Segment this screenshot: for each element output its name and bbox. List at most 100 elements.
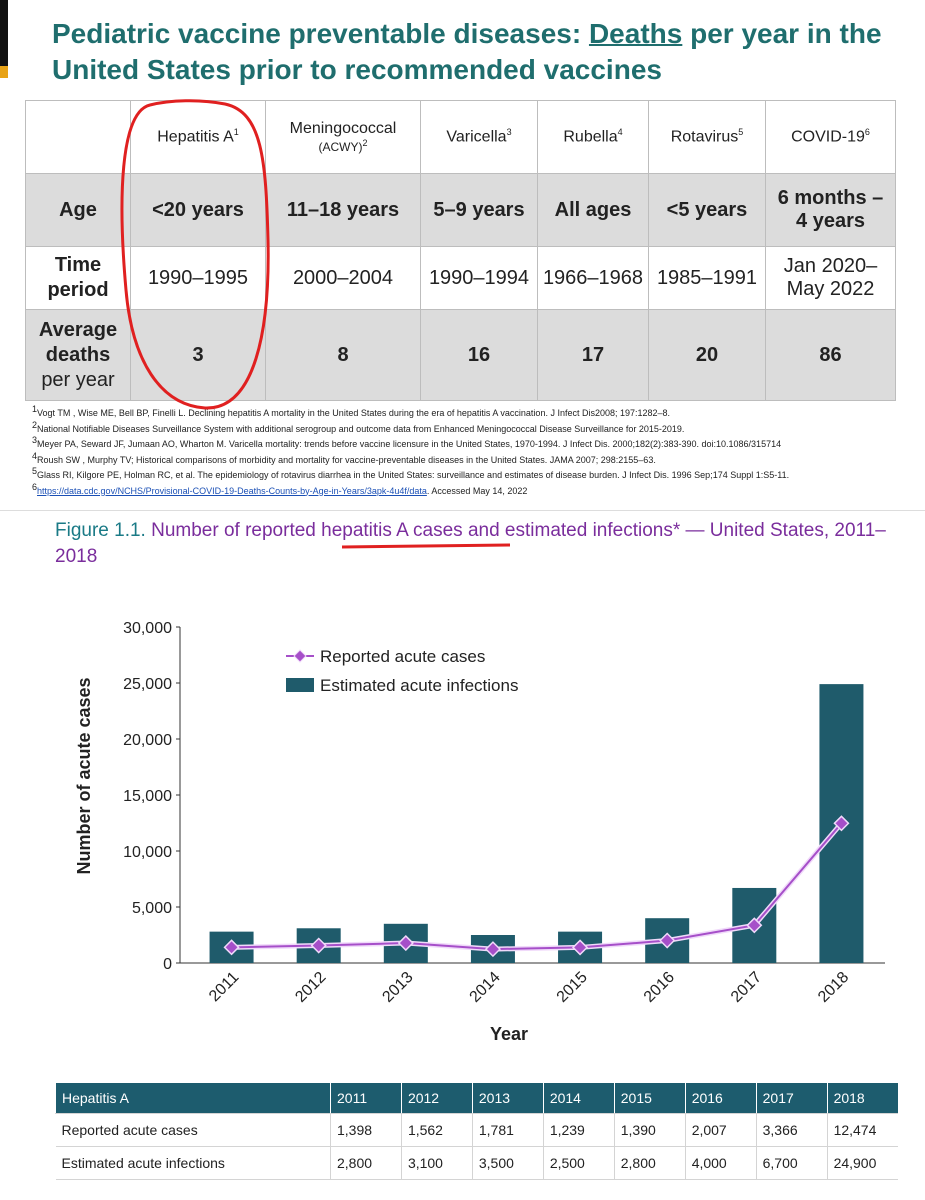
footnote-mark: 1 — [32, 404, 38, 414]
figure-label: Figure 1.1. — [55, 520, 146, 541]
corner-strip — [0, 0, 8, 66]
slide-title: Pediatric vaccine preventable diseases: … — [52, 16, 892, 88]
x-tick-label: 2016 — [641, 969, 678, 1006]
table-cell: 20 — [648, 309, 766, 401]
x-tick-label: 2014 — [467, 969, 504, 1006]
footnote: 5Glass RI, Kilgore PE, Holman RC, et al.… — [32, 466, 892, 482]
header-cell: 2015 — [613, 1083, 686, 1114]
column-sub-text: (ACWY) — [318, 140, 363, 154]
bar — [819, 684, 864, 963]
table-cell: 2,800 — [330, 1146, 402, 1180]
y-tick-label: 30,000 — [123, 620, 172, 637]
table-cell: 1,781 — [471, 1113, 544, 1147]
marker — [484, 941, 501, 958]
footnote-ref: 3 — [506, 127, 512, 138]
column-header: Rotavirus5 — [648, 100, 766, 174]
x-tick-label: 2018 — [815, 969, 852, 1006]
title-underlined: Deaths — [588, 18, 683, 49]
row-label: Age — [25, 173, 131, 247]
bar — [732, 887, 777, 963]
footnote-text: Vogt TM , Wise ME, Bell BP, Finelli L. D… — [37, 408, 671, 418]
column-sub: (ACWY)2 — [270, 138, 416, 154]
footnote: 2National Notifiable Diseases Surveillan… — [32, 420, 892, 436]
bar — [470, 935, 515, 963]
corner-cell — [25, 100, 131, 174]
x-tick-label: 2012 — [292, 969, 329, 1006]
table-cell: 6,700 — [755, 1146, 828, 1180]
figure-caption: Figure 1.1. Number of reported hepatitis… — [55, 518, 915, 570]
table-row: Reported acute cases 1,398 1,562 1,781 1,239… — [55, 1113, 898, 1147]
marker — [746, 917, 763, 934]
x-tick-label: 2015 — [554, 969, 591, 1006]
footnote-mark: 3 — [32, 435, 38, 445]
table-cell: 1985–1991 — [648, 246, 766, 310]
footnote-ref: 1 — [233, 127, 239, 138]
header-row: Hepatitis A1 Meningococcal (ACWY)2 Varicell… — [25, 100, 896, 174]
table-cell: 6 months – 4 years — [765, 173, 896, 247]
title-text: per year in the United States prior to r… — [52, 18, 882, 85]
footnote: 4Roush SW , Murphy TV; Historical compar… — [32, 451, 892, 467]
table-cell: 12,474 — [826, 1113, 898, 1147]
footnote-ref: 5 — [738, 127, 744, 138]
header-cell: 2018 — [826, 1083, 898, 1114]
corner-accent — [0, 66, 8, 78]
footnote: 1Vogt TM , Wise ME, Bell BP, Finelli L. … — [32, 404, 892, 420]
footnote-text: National Notifiable Diseases Surveillanc… — [37, 423, 685, 434]
footnote-ref: 2 — [362, 138, 368, 148]
column-name: Rubella — [563, 128, 618, 146]
marker — [397, 934, 414, 952]
marker — [572, 939, 589, 956]
footnote-ref: 4 — [617, 127, 623, 138]
y-tick-label: 15,000 — [123, 788, 172, 805]
header-cell: 2011 — [330, 1083, 402, 1114]
table-cell: <5 years — [648, 173, 766, 247]
row-label-extra: per year — [41, 368, 115, 391]
row-label-text: Time period — [47, 254, 109, 301]
column-name: Hepatitis A — [157, 128, 234, 146]
title-text: Pediatric vaccine preventable diseases: — [52, 18, 589, 49]
header-cell: 2012 — [400, 1083, 473, 1114]
bar — [383, 923, 428, 963]
table-cell: Estimated acute infections — [55, 1146, 331, 1180]
marker — [223, 939, 240, 956]
x-axis-label: Year — [490, 1024, 528, 1044]
y-tick-label: 0 — [163, 956, 172, 973]
bar — [296, 928, 341, 963]
table-cell: 4,000 — [684, 1146, 757, 1180]
footnote-text: Glass RI, Kilgore PE, Holman RC, et al. … — [37, 470, 790, 480]
slide-table: Hepatitis A1 Meningococcal (ACWY)2 Varicell… — [25, 100, 896, 401]
table-cell: 3,366 — [755, 1113, 828, 1147]
footnote: 6https://data.cdc.gov/NCHS/Provisional-C… — [32, 482, 892, 498]
header-cell: Hepatitis A — [55, 1083, 331, 1114]
table-cell: 1990–1994 — [420, 246, 538, 310]
y-tick-label: 25,000 — [123, 676, 172, 693]
line — [231, 821, 844, 952]
column-name: Rotavirus — [670, 128, 739, 146]
table-cell: 8 — [265, 309, 421, 401]
table-cell: <20 years — [130, 173, 266, 247]
table-header-row: Hepatitis A 2011 2012 2013 2014 2015 2016 2017 2… — [55, 1083, 898, 1114]
table-cell: 3,500 — [471, 1146, 544, 1180]
footnote-text: Meyer PA, Seward JF, Jumaan AO, Wharton … — [37, 439, 782, 449]
y-tick-label: 20,000 — [123, 732, 172, 749]
row-label-text: Age — [59, 198, 97, 221]
table-cell: 5–9 years — [420, 173, 538, 247]
table-cell: 1,398 — [330, 1113, 402, 1147]
bar — [209, 931, 254, 963]
footnote-text: Roush SW , Murphy TV; Historical compari… — [37, 454, 656, 465]
table-cell: 1,390 — [613, 1113, 686, 1147]
table-cell: 2,007 — [684, 1113, 757, 1147]
table-cell: Reported acute cases — [55, 1113, 331, 1147]
table-cell: 2000–2004 — [265, 246, 421, 310]
bar — [558, 931, 603, 963]
footnote-mark: 4 — [32, 450, 38, 461]
footnote-mark: 5 — [32, 466, 38, 476]
footnotes: 1Vogt TM , Wise ME, Bell BP, Finelli L. … — [32, 404, 892, 497]
marker — [310, 937, 327, 954]
footnote-mark: 6 — [32, 481, 38, 492]
table-cell: Jan 2020–May 2022 — [765, 246, 896, 310]
x-tick-label: 2011 — [206, 969, 242, 1005]
header-cell: 2014 — [542, 1083, 615, 1114]
y-axis-label: Number of acute cases — [74, 677, 94, 874]
footnote-ref: 6 — [864, 127, 870, 138]
